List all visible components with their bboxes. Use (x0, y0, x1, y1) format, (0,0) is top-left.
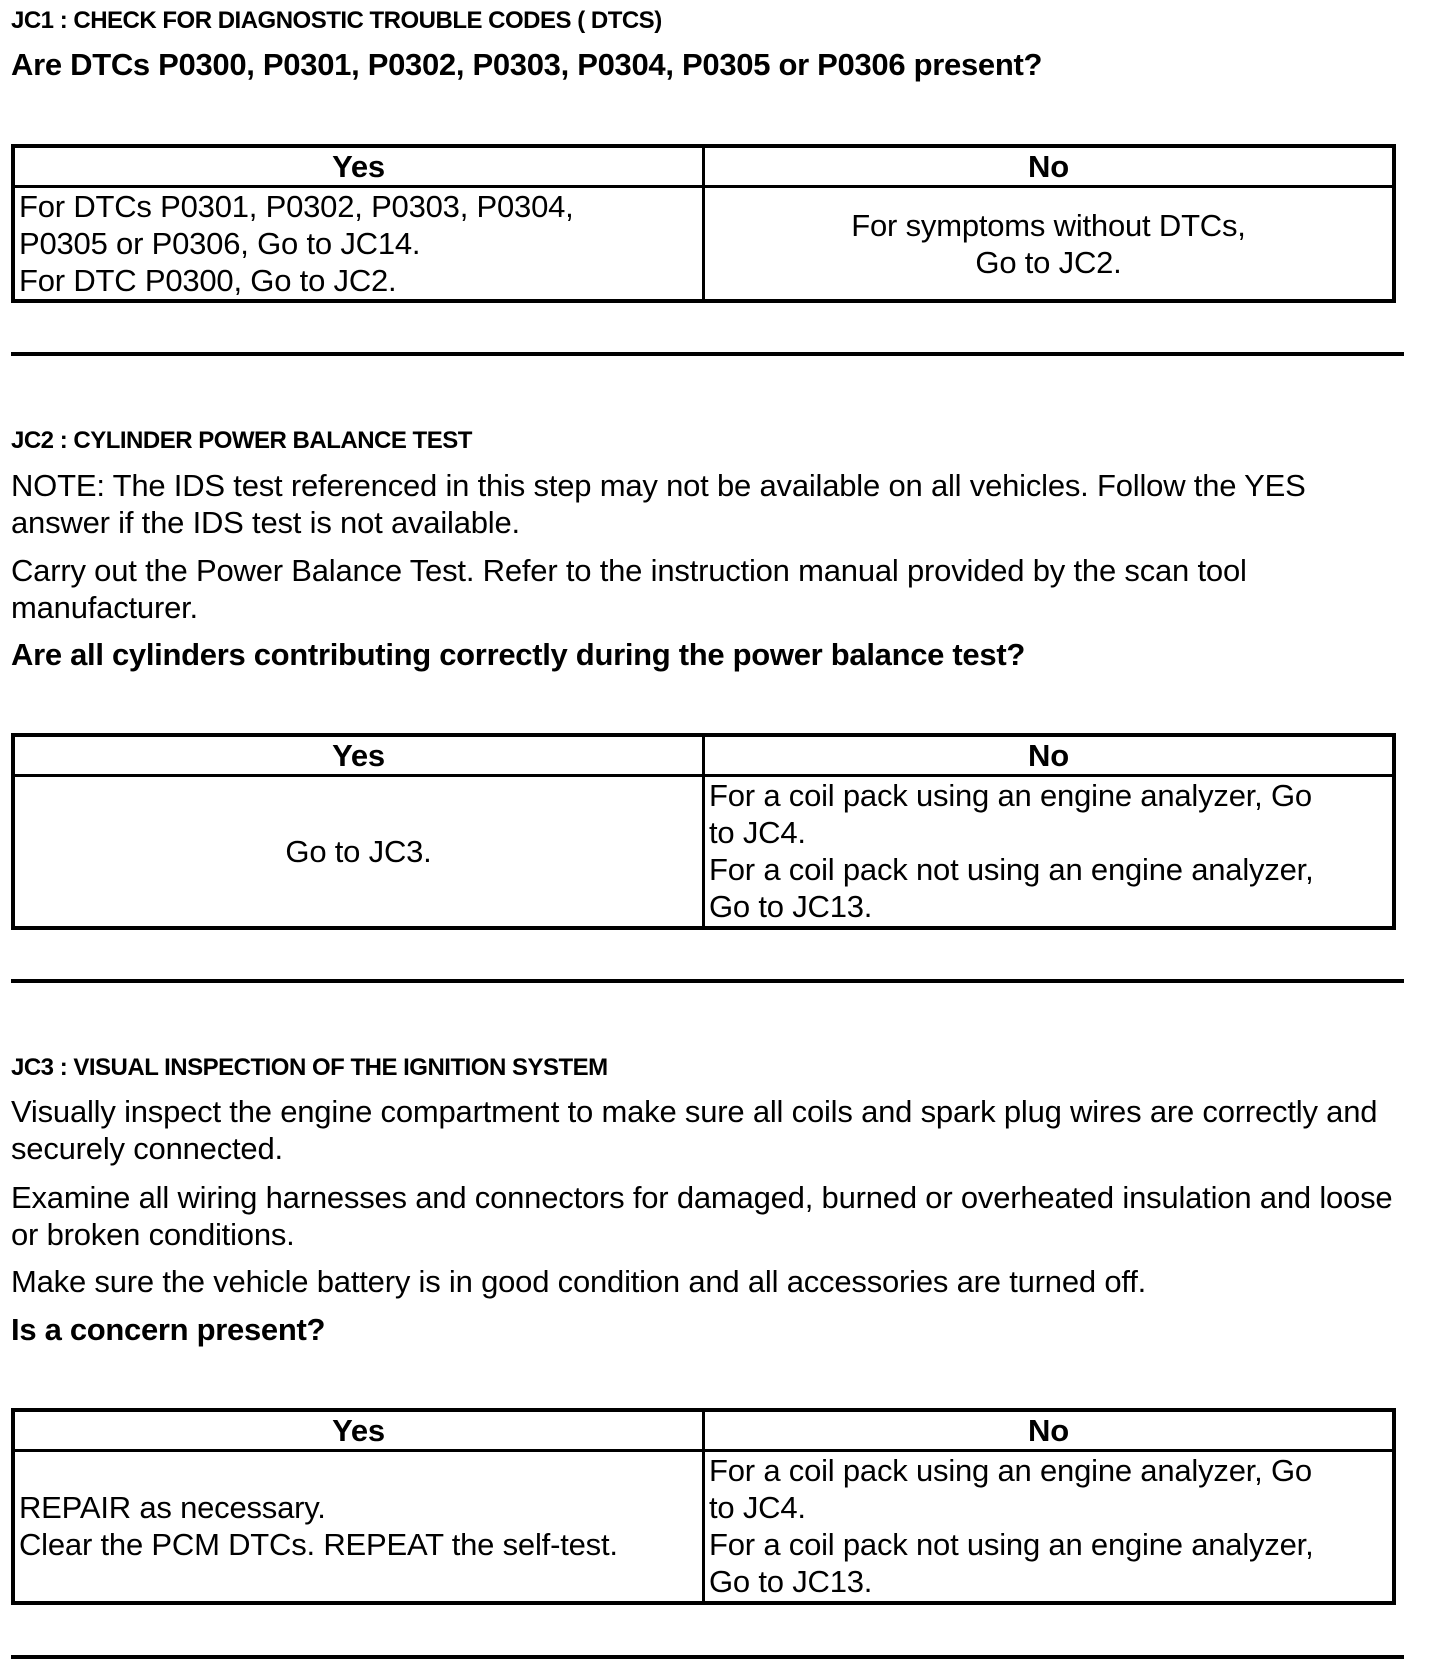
no-line: For symptoms without DTCs, (851, 207, 1246, 243)
jc2-heading: JC2 : CYLINDER POWER BALANCE TEST (11, 427, 472, 454)
no-line: For a coil pack not using an engine anal… (709, 852, 1314, 888)
yes-line: Clear the PCM DTCs. REPEAT the self-test… (19, 1527, 618, 1563)
no-header: No (702, 1408, 1396, 1452)
yes-cell: For DTCs P0301, P0302, P0303, P0304, P03… (11, 185, 705, 303)
jc3-question: Is a concern present? (11, 1312, 326, 1347)
section-divider (11, 352, 1404, 356)
jc2-answer-table: Yes No Go to JC3. For a coil pack using a… (11, 733, 1396, 930)
no-cell: For symptoms without DTCs, Go to JC2. (702, 185, 1396, 303)
jc1-heading: JC1 : CHECK FOR DIAGNOSTIC TROUBLE CODES… (11, 7, 662, 34)
jc3-paragraph: Make sure the vehicle battery is in good… (11, 1264, 1147, 1299)
jc3-heading: JC3 : VISUAL INSPECTION OF THE IGNITION … (11, 1054, 608, 1081)
no-header: No (702, 733, 1396, 777)
jc2-note: NOTE: The IDS test referenced in this st… (11, 468, 1306, 540)
yes-line: P0305 or P0306, Go to JC14. (19, 226, 421, 261)
jc2-instruction: Carry out the Power Balance Test. Refer … (11, 553, 1247, 625)
no-line: Go to JC2. (975, 244, 1122, 280)
no-line: For a coil pack not using an engine anal… (709, 1527, 1314, 1563)
no-line: Go to JC13. (709, 1564, 873, 1600)
no-line: For a coil pack using an engine analyzer… (709, 778, 1312, 814)
yes-cell: REPAIR as necessary. Clear the PCM DTCs.… (11, 1449, 705, 1604)
no-line: Go to JC13. (709, 889, 873, 925)
section-divider (11, 1655, 1404, 1659)
yes-line: For DTC P0300, Go to JC2. (19, 263, 397, 298)
no-line: to JC4. (709, 815, 806, 851)
jc3-paragraph: Visually inspect the engine compartment … (11, 1094, 1378, 1166)
jc1-answer-table: Yes No For DTCs P0301, P0302, P0303, P030… (11, 144, 1396, 303)
yes-line: REPAIR as necessary. (19, 1490, 326, 1526)
no-header: No (702, 144, 1396, 188)
no-cell: For a coil pack using an engine analyzer… (702, 774, 1396, 929)
jc3-answer-table: Yes No REPAIR as necessary. Clear the PCM… (11, 1408, 1396, 1605)
jc1-question: Are DTCs P0300, P0301, P0302, P0303, P03… (11, 47, 1043, 82)
jc3-paragraph: Examine all wiring harnesses and connect… (11, 1180, 1393, 1252)
no-line: For a coil pack using an engine analyzer… (709, 1453, 1312, 1489)
yes-header: Yes (11, 1408, 705, 1452)
section-divider (11, 979, 1404, 983)
yes-header: Yes (11, 144, 705, 188)
yes-cell: Go to JC3. (11, 774, 705, 929)
yes-line: Go to JC3. (285, 833, 432, 869)
yes-line: For DTCs P0301, P0302, P0303, P0304, (19, 189, 574, 224)
no-line: to JC4. (709, 1490, 806, 1526)
yes-header: Yes (11, 733, 705, 777)
jc2-question: Are all cylinders contributing correctly… (11, 637, 1025, 672)
no-cell: For a coil pack using an engine analyzer… (702, 1449, 1396, 1604)
